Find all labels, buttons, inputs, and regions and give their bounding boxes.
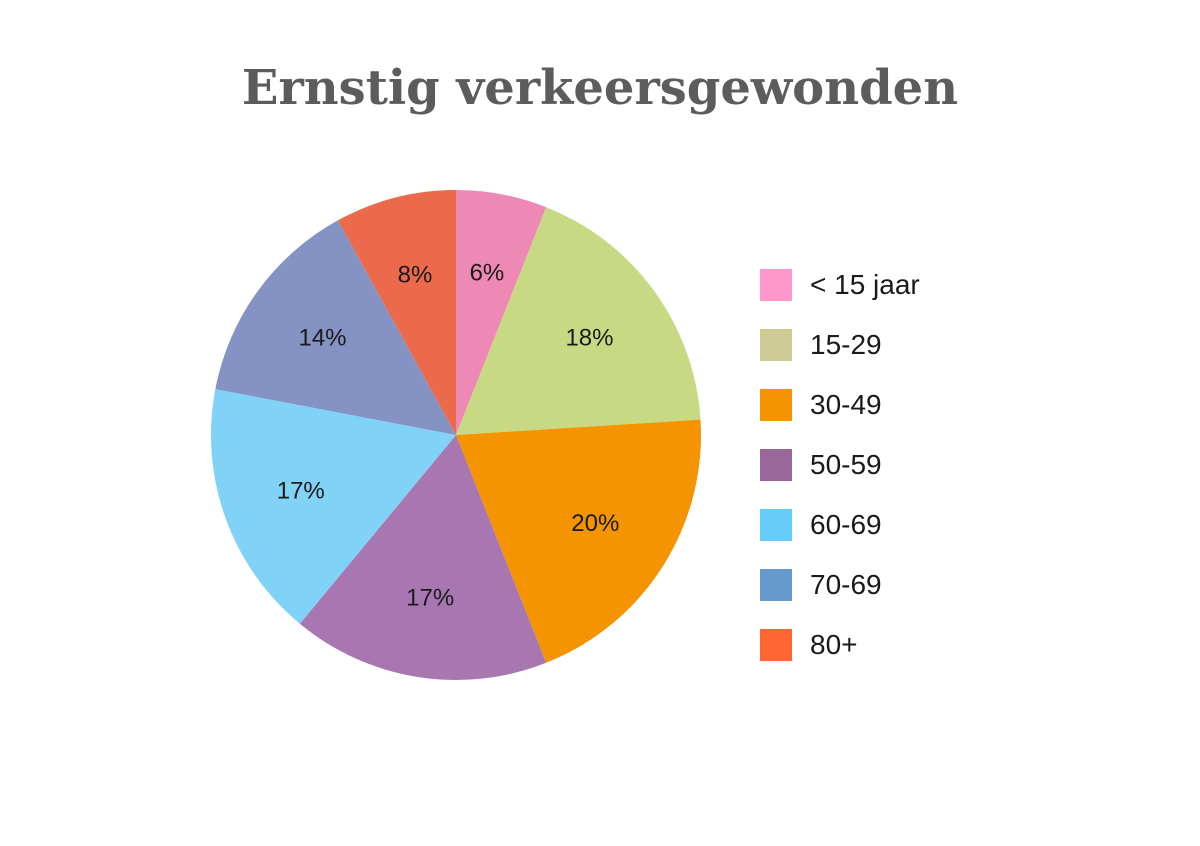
legend-swatch: [760, 329, 792, 361]
legend-swatch: [760, 449, 792, 481]
legend-label: 30-49: [810, 389, 882, 420]
pie-labels: 6% 18% 20% 17% 17% 14% 8%: [277, 259, 620, 611]
legend-item: 30-49: [760, 375, 920, 435]
pie-slice: [299, 435, 547, 680]
legend-item: 60-69: [760, 495, 920, 555]
legend-label: 50-59: [810, 449, 882, 480]
legend-swatch: [760, 509, 792, 541]
legend-label: 15-29: [810, 329, 882, 360]
chart-title: Ernstig verkeersgewonden: [241, 60, 959, 116]
legend-swatch: [760, 569, 792, 601]
pie-slice: [456, 207, 701, 435]
legend-item: 50-59: [760, 435, 920, 495]
legend-label: 60-69: [810, 509, 882, 540]
legend: < 15 jaar 15-29 30-49 50-59 60-69 70-69 80+: [760, 255, 920, 675]
legend-label: 70-69: [810, 569, 882, 600]
slice-data-label: 17%: [277, 477, 325, 504]
legend-swatch: [760, 269, 792, 301]
legend-item: < 15 jaar: [760, 255, 920, 315]
slice-data-label: 20%: [571, 510, 619, 537]
pie-slice: [456, 419, 701, 663]
slice-data-label: 18%: [565, 325, 613, 352]
legend-item: 80+: [760, 615, 920, 675]
legend-label: 80+: [810, 629, 858, 660]
slice-data-label: 17%: [406, 584, 454, 611]
legend-swatch: [760, 629, 792, 661]
legend-item: 70-69: [760, 555, 920, 615]
slice-data-label: 14%: [298, 325, 346, 352]
legend-label: < 15 jaar: [810, 269, 920, 300]
slice-data-label: 8%: [398, 262, 433, 289]
legend-item: 15-29: [760, 315, 920, 375]
slice-data-label: 6%: [470, 259, 505, 286]
legend-swatch: [760, 389, 792, 421]
pie-slice: [211, 389, 456, 624]
pie-slices: [211, 190, 701, 680]
pie-slice: [215, 220, 456, 435]
pie-slice: [337, 190, 456, 435]
pie-slice: [456, 190, 547, 435]
